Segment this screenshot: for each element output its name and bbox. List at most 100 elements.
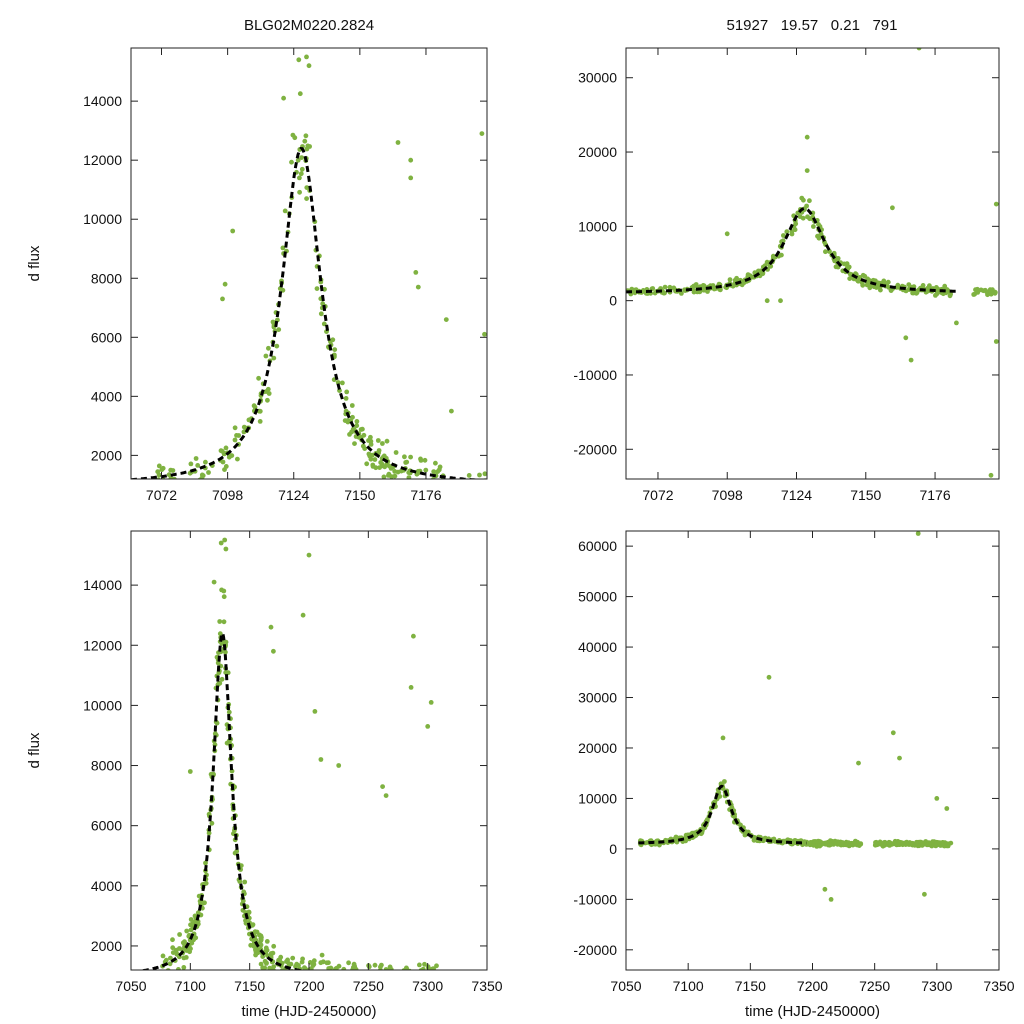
- y-tick-label: 4000: [91, 388, 122, 404]
- data-point: [328, 977, 333, 982]
- data-point: [366, 964, 372, 970]
- data-point: [761, 836, 767, 842]
- data-point: [443, 317, 449, 322]
- data-point: [415, 284, 421, 290]
- data-point: [181, 965, 187, 970]
- data-point: [280, 975, 285, 980]
- data-points-bottom-left: [160, 537, 439, 993]
- data-point: [271, 355, 277, 361]
- data-point: [299, 166, 305, 172]
- data-point: [297, 91, 303, 97]
- data-point: [308, 966, 314, 970]
- data-point: [402, 454, 407, 460]
- data-point: [385, 971, 390, 976]
- data-point: [329, 978, 334, 983]
- data-point: [198, 912, 204, 918]
- data-point: [222, 281, 228, 287]
- x-tick-label: 7100: [673, 978, 704, 994]
- data-point: [404, 988, 409, 993]
- data-point: [343, 986, 348, 991]
- data-point: [720, 735, 726, 741]
- data-point: [927, 283, 932, 289]
- data-point: [277, 286, 283, 291]
- data-point: [437, 464, 443, 470]
- plot-frame-top-right: [625, 47, 1000, 480]
- data-point: [281, 95, 286, 101]
- data-point: [390, 985, 395, 990]
- data-point: [383, 793, 389, 798]
- data-point: [262, 958, 268, 964]
- data-point: [337, 973, 342, 978]
- data-point: [214, 720, 220, 726]
- data-point: [195, 463, 201, 468]
- data-point: [320, 301, 326, 307]
- data-point: [301, 971, 306, 976]
- data-point: [402, 971, 407, 976]
- data-point: [306, 63, 312, 69]
- data-point: [381, 474, 387, 479]
- panel-top-right: 7072 7098 7124 7150 7176 -20000 -10000 0 10000 20…: [573, 47, 1000, 503]
- data-point: [166, 472, 172, 478]
- data-point: [947, 293, 953, 299]
- data-point: [835, 256, 841, 261]
- data-point: [449, 408, 454, 414]
- data-point: [226, 709, 232, 715]
- data-point: [327, 979, 332, 984]
- data-point: [804, 203, 809, 209]
- data-point: [422, 457, 428, 463]
- data-point: [260, 965, 266, 970]
- data-point: [411, 633, 416, 639]
- data-point: [221, 594, 227, 600]
- data-point: [232, 437, 238, 443]
- data-point: [156, 463, 162, 469]
- data-point: [662, 284, 668, 290]
- data-point: [914, 839, 919, 845]
- y-tick-label: -10000: [573, 367, 617, 383]
- data-point: [906, 282, 912, 287]
- data-point: [264, 939, 270, 944]
- data-point: [361, 432, 367, 438]
- data-point: [915, 531, 921, 536]
- data-point: [428, 700, 434, 705]
- data-point: [944, 287, 950, 292]
- data-point: [230, 228, 236, 234]
- data-point: [277, 957, 283, 963]
- data-point: [395, 140, 401, 145]
- data-point: [336, 763, 342, 768]
- data-point: [739, 282, 745, 288]
- data-point: [811, 842, 816, 848]
- data-point: [404, 971, 409, 976]
- data-point: [323, 972, 328, 977]
- data-point: [832, 838, 838, 844]
- data-point: [188, 461, 194, 467]
- data-point: [827, 842, 833, 847]
- data-point: [216, 681, 222, 686]
- data-point: [168, 955, 173, 961]
- data-point: [263, 353, 269, 359]
- data-point: [265, 397, 270, 403]
- data-point: [219, 448, 225, 454]
- data-point: [295, 157, 301, 163]
- x-tick-label: 7250: [859, 978, 890, 994]
- y-axis-label: d flux: [26, 732, 43, 768]
- data-point: [933, 293, 938, 298]
- data-point: [469, 497, 474, 502]
- data-point: [352, 441, 357, 446]
- data-point: [368, 434, 373, 440]
- data-point: [347, 432, 352, 437]
- data-point: [182, 940, 188, 946]
- data-point: [816, 222, 821, 227]
- data-point: [203, 860, 208, 866]
- data-point: [297, 175, 302, 181]
- x-tick-label: 7072: [146, 487, 177, 503]
- data-point: [792, 227, 798, 233]
- data-point: [778, 298, 783, 304]
- y-tick-label: 10000: [578, 218, 617, 234]
- fit-curve-top-left: [131, 147, 483, 479]
- data-point: [333, 977, 338, 982]
- data-point: [340, 971, 345, 976]
- data-point: [170, 937, 175, 943]
- data-point: [807, 198, 812, 204]
- x-tick-label: 7098: [212, 487, 243, 503]
- data-point: [908, 357, 914, 363]
